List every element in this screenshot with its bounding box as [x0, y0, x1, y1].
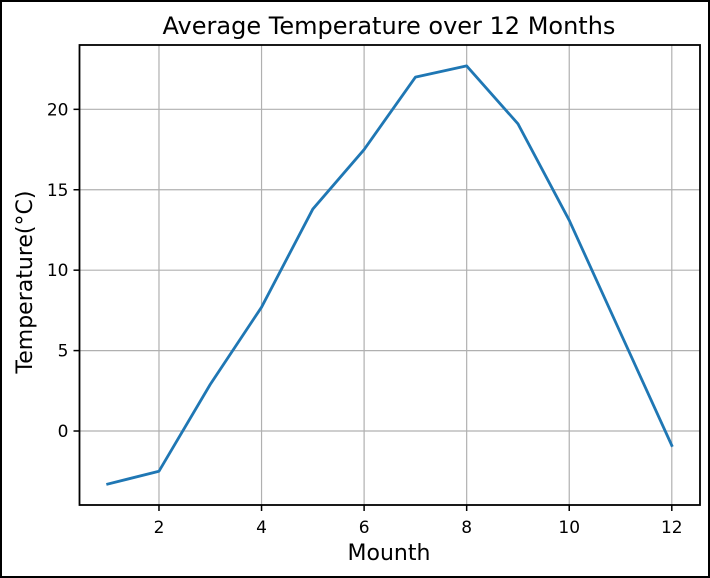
- y-tick-label: 0: [58, 422, 69, 442]
- x-tick-label: 8: [461, 518, 472, 538]
- temperature-line: [106, 64, 674, 486]
- y-tick-label: 20: [47, 100, 69, 120]
- x-tick-label: 12: [661, 518, 683, 538]
- x-tick-label: 6: [359, 518, 370, 538]
- x-tick-label: 4: [256, 518, 267, 538]
- x-axis-label: Mounth: [347, 541, 431, 566]
- y-tick-label: 10: [47, 261, 69, 281]
- x-tick-label: 10: [558, 518, 580, 538]
- x-tick-label: 2: [154, 518, 165, 538]
- axes-spines: [78, 44, 701, 506]
- y-tick-label: 15: [47, 181, 69, 201]
- chart-title: Average Temperature over 12 Months: [162, 12, 616, 40]
- y-tick-label: 5: [58, 342, 69, 362]
